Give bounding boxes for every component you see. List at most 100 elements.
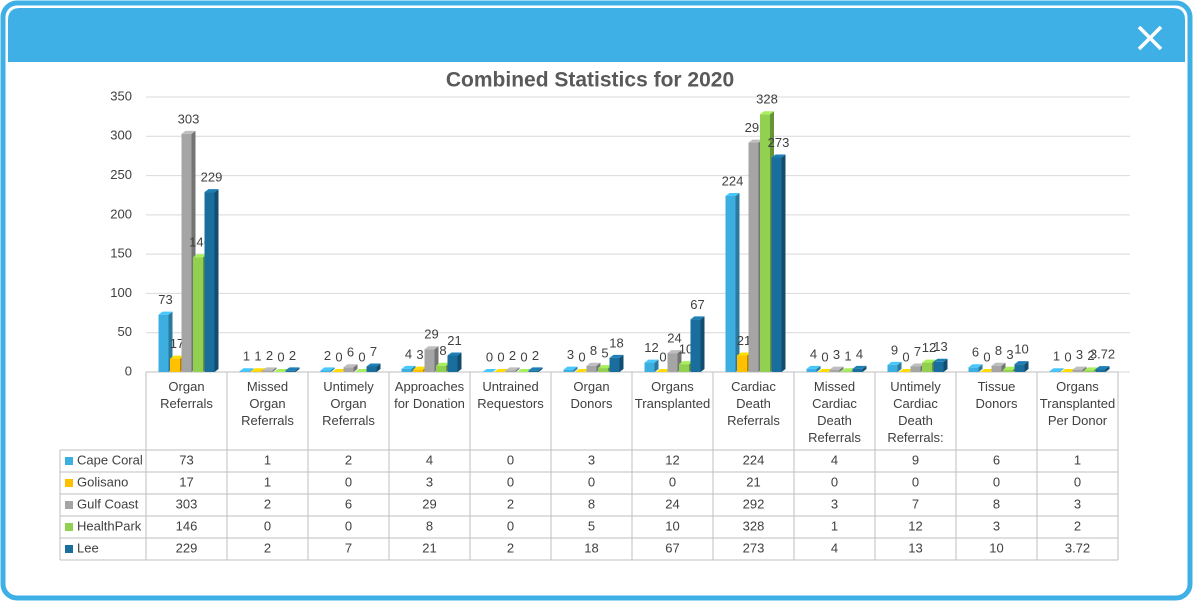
data-label: 7 [370,344,377,359]
data-label: 0 [520,349,527,364]
bar-side [295,367,300,372]
bar-top [204,189,219,193]
table-cell: 12 [665,452,679,467]
data-label: 5 [601,346,608,361]
bar-side [1059,368,1064,372]
bar-side [619,354,624,372]
table-cell: 8 [588,496,595,511]
table-cell: 3 [1074,496,1081,511]
bar-top [158,311,173,315]
table-cell: 1 [1074,452,1081,467]
bar-side [839,366,844,372]
data-label: 2 [509,348,516,363]
category-cell: Untimely Organ Referrals [322,379,375,428]
bar [1095,369,1106,372]
bar-top [170,355,184,359]
data-label: 2 [324,348,331,363]
bar [158,314,169,372]
table-cell: 4 [831,452,838,467]
close-button[interactable] [1130,20,1170,56]
table-cell: 17 [179,474,193,489]
table-cell: 10 [665,518,679,533]
table-cell: 8 [993,496,1000,511]
bar-top [910,363,925,367]
y-tick-label: 0 [125,363,132,378]
bar-top [1084,367,1098,371]
data-label: 10 [1014,342,1028,357]
bar [193,257,203,372]
bar-top [586,362,601,366]
data-label: 4 [856,346,863,361]
bar-top [494,369,508,372]
table-cell: 229 [176,540,198,555]
bar-top [609,354,624,358]
x-tick-label: Untimely Cardiac Death Referrals: [887,379,944,445]
bar-top [644,359,659,363]
bar-top [563,366,578,370]
bar-top [447,352,462,356]
data-label: 0 [902,349,909,364]
category-cell: Missed Organ Referrals [241,379,294,428]
data-label: 229 [201,170,223,185]
bar-top [413,366,427,370]
bar-side [897,361,902,372]
table-cell: 0 [345,474,352,489]
data-label: 17 [170,336,184,351]
x-tick-label: Cardiac Death Referrals [727,379,780,428]
bar-side [816,365,821,372]
bar [239,371,250,372]
bar [1003,369,1013,372]
bar [1084,370,1094,372]
bar-top [598,365,612,369]
data-label: 8 [590,343,597,358]
data-label: 21 [737,333,751,348]
legend-label: Lee [77,540,99,555]
data-label: 0 [335,349,342,364]
bar [505,370,516,372]
data-label: 4 [405,346,412,361]
bar-top [968,364,983,368]
bar [806,368,817,372]
x-tick-label: Tissue Donors [975,379,1018,411]
table-cell: 0 [507,452,514,467]
table-cell: 1 [831,518,838,533]
data-label: 8 [439,343,446,358]
data-label: 0 [1064,349,1071,364]
table-cell: 12 [908,518,922,533]
bar-side [353,364,358,372]
bar-top [933,358,948,362]
bar-top [274,369,288,372]
x-tick-label: Approaches for Donation [394,379,465,411]
table-cell: 2 [264,496,271,511]
data-label: 3 [833,347,840,362]
bar-side [654,359,659,372]
bar-top [725,193,740,196]
legend-label: HealthPark [77,518,142,533]
table-cell: 2 [507,540,514,555]
bar-side [515,367,520,372]
data-label: 328 [756,92,778,107]
bar-side [214,189,219,372]
category-cell: Missed Cardiac Death Referrals [808,379,861,445]
bar [771,157,782,372]
table-cell: 328 [743,518,765,533]
x-tick-label: Missed Cardiac Death Referrals [808,379,861,445]
bar [737,355,747,372]
table-cell: 3 [588,452,595,467]
y-tick-label: 350 [110,88,132,103]
table-cell: 3.72 [1065,540,1090,555]
legend-swatch [65,523,73,531]
bar [181,133,192,372]
data-label: 0 [578,349,585,364]
bar-side [411,365,416,372]
bar [424,349,435,372]
bar-side [249,368,254,372]
bar-top [841,368,855,372]
data-label: 3 [416,347,423,362]
bar [170,358,180,372]
data-label: 8 [995,343,1002,358]
bar [285,370,296,372]
bar [841,371,851,372]
close-icon[interactable] [1137,25,1163,51]
